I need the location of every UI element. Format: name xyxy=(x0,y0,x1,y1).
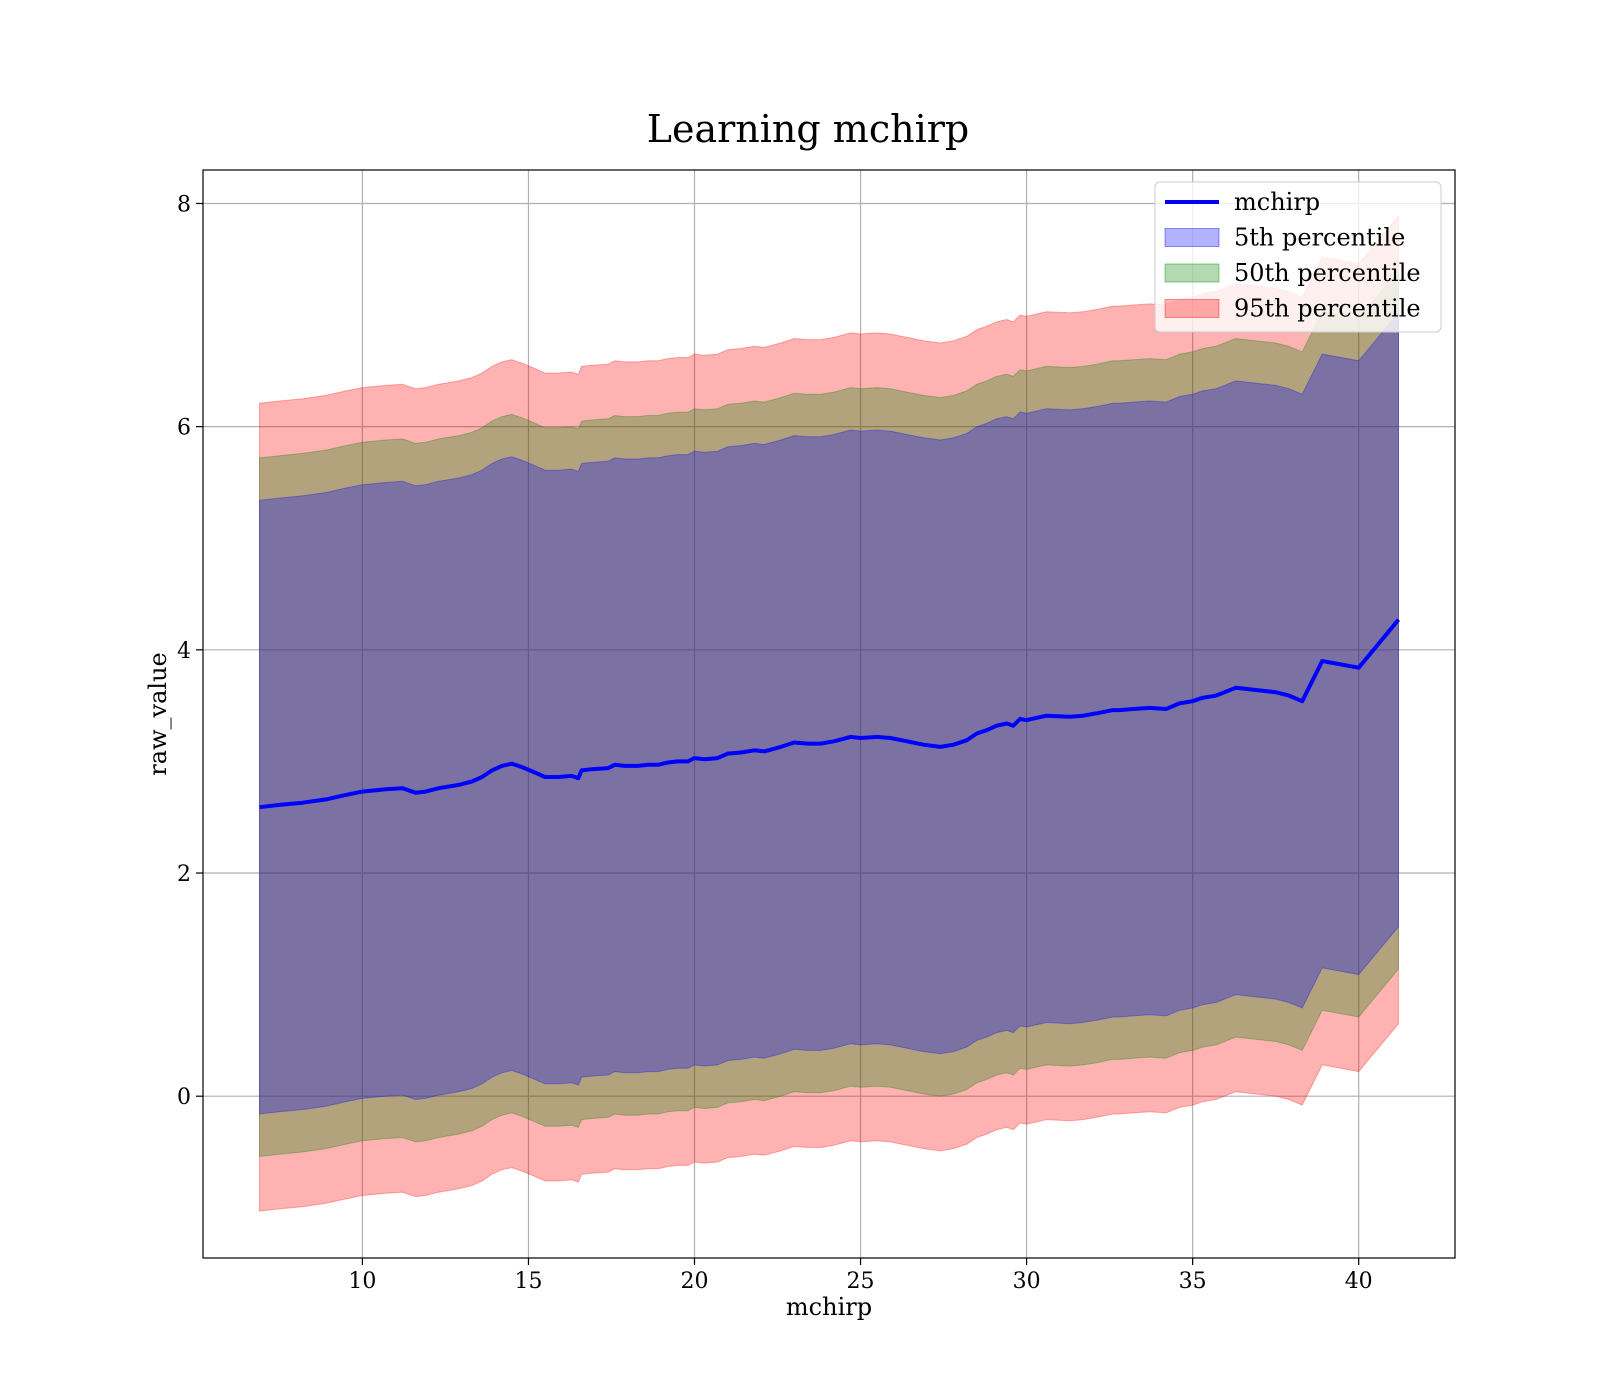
legend: mchirp 5th percentile 50th percentile 95th … xyxy=(1154,181,1442,333)
chart-title: Learning mchirp xyxy=(647,107,969,151)
mchirp-line xyxy=(259,618,1401,810)
y-tick-label: 2 xyxy=(177,862,191,887)
band-95th-percentile xyxy=(259,214,1399,1212)
band-50th-percentile xyxy=(259,269,1399,1158)
grid xyxy=(203,170,1455,1258)
x-tick-label: 25 xyxy=(847,1269,875,1294)
line-layer xyxy=(259,618,1401,810)
legend-label: mchirp xyxy=(1234,188,1320,216)
legend-swatch xyxy=(1164,228,1220,247)
y-tick-label: 8 xyxy=(177,192,191,217)
x-tick-label: 30 xyxy=(1013,1269,1041,1294)
plot-frame xyxy=(202,169,1456,1259)
x-tick-label: 35 xyxy=(1179,1269,1207,1294)
x-tick-label: 20 xyxy=(681,1269,709,1294)
y-tick-label: 4 xyxy=(177,639,191,664)
x-tick-label: 15 xyxy=(514,1269,542,1294)
ticks: 10 15 20 25 30 35 40 0 2 4 6 8 xyxy=(177,192,1373,1294)
legend-label: 5th percentile xyxy=(1234,224,1405,252)
legend-swatch xyxy=(1164,299,1220,318)
legend-label: 50th percentile xyxy=(1234,259,1421,287)
y-tick-label: 6 xyxy=(177,416,191,441)
x-tick-label: 10 xyxy=(348,1269,376,1294)
legend-box xyxy=(1154,181,1442,333)
y-axis-label: raw_value xyxy=(144,652,172,776)
x-axis-label: mchirp xyxy=(786,1293,872,1321)
y-tick-label: 0 xyxy=(177,1085,191,1110)
percentile-bands xyxy=(259,214,1399,1212)
band-5th-percentile xyxy=(259,311,1399,1115)
x-tick-label: 40 xyxy=(1345,1269,1373,1294)
legend-swatch xyxy=(1164,263,1220,283)
legend-label: 95th percentile xyxy=(1234,295,1421,323)
